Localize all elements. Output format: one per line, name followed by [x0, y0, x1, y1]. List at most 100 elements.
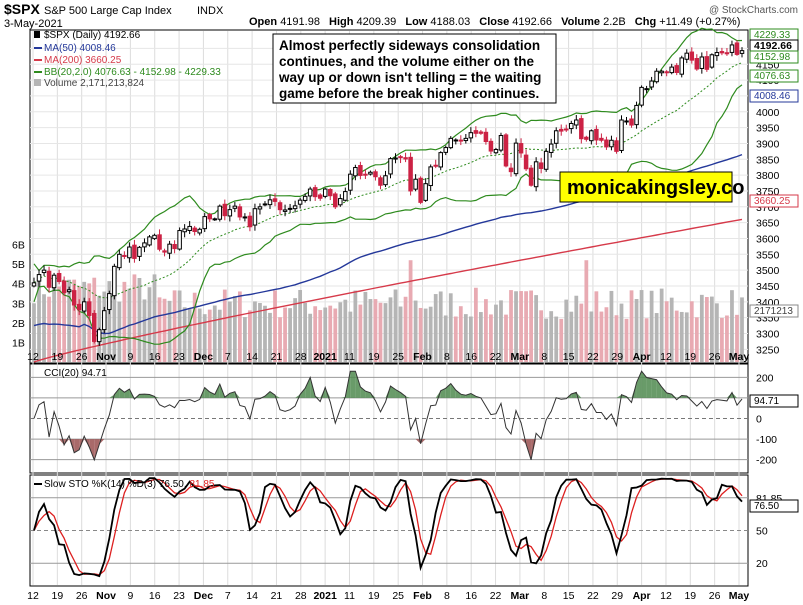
cci-oversold-fill	[415, 439, 421, 444]
candle-body	[202, 216, 207, 230]
volume-tick-label: 4B	[12, 279, 25, 291]
brand-box: monicakingsley.co	[559, 171, 744, 203]
x-tick-label-bottom: 12	[27, 590, 39, 602]
cci-overbought-fill	[671, 394, 677, 398]
legend-cci: CCI(20) 94.71	[44, 368, 107, 379]
candle-body	[453, 139, 459, 142]
candle-body	[523, 154, 529, 170]
candle-body	[137, 246, 142, 257]
volume-bar	[408, 260, 413, 362]
candle-body	[222, 203, 228, 217]
legend-sto: Slow STO %K(14) %D(3) 76.50,	[44, 479, 187, 490]
tag-volume: 2171213	[754, 306, 793, 317]
volume-bar	[549, 311, 554, 362]
candle-body	[639, 86, 644, 106]
candle-body	[102, 310, 107, 331]
candle-body	[684, 52, 690, 60]
volume-bar	[468, 316, 473, 362]
volume-bar	[147, 287, 152, 362]
candle-body	[107, 293, 112, 311]
candle-body	[599, 137, 604, 141]
candle-body	[312, 187, 318, 198]
price-tick-label: 4000	[756, 107, 780, 119]
candle-body	[227, 209, 233, 217]
x-tick-label-price: 21	[271, 351, 283, 363]
volume-bar	[157, 297, 162, 362]
cci-tick-label: 200	[756, 372, 774, 384]
volume-bar	[398, 306, 403, 362]
candle-body	[127, 246, 132, 259]
legend-ma50: MA(50) 4008.46	[44, 43, 116, 54]
volume-bar	[599, 311, 604, 362]
volume-bar	[519, 291, 523, 362]
candle-body	[31, 282, 37, 287]
volume-bar	[243, 317, 247, 362]
volume-bar	[177, 290, 182, 362]
volume-bar	[725, 315, 729, 362]
candle-body	[548, 143, 554, 153]
cci-overbought-fill	[275, 395, 281, 398]
candle-body	[528, 167, 534, 186]
x-tick-label-price: 2021	[313, 351, 337, 363]
volume-bar	[614, 315, 619, 362]
volume-bar	[639, 290, 644, 362]
x-tick-label-bottom: 8	[444, 590, 450, 602]
candle-body	[66, 289, 72, 293]
x-tick-label-price: 25	[392, 351, 404, 363]
volume-bar	[232, 296, 237, 362]
volume-bar	[629, 290, 634, 362]
volume-bar	[674, 310, 679, 362]
volume-bar	[735, 314, 739, 362]
cci-indicator	[30, 370, 748, 462]
volume-bar	[82, 281, 87, 362]
candle-body	[167, 243, 172, 254]
candle-body	[508, 167, 514, 173]
candle-body	[624, 120, 629, 123]
price-tick-label: 3900	[756, 138, 780, 150]
x-tick-label-price: 19	[368, 351, 380, 363]
cci-overbought-fill	[355, 371, 361, 398]
annotation-box: Almost perfectly sideways consolidation …	[272, 33, 557, 104]
candle-body	[262, 203, 268, 206]
x-tick-label-bottom: May	[729, 590, 750, 602]
volume-bar	[383, 303, 388, 362]
candle-body	[252, 208, 258, 226]
volume-bar	[709, 296, 714, 362]
candle-body	[152, 234, 157, 240]
price-tick-label: 3800	[756, 170, 780, 182]
x-tick-label-price: Feb	[413, 351, 432, 363]
candle-body	[473, 130, 479, 134]
cci-overbought-fill	[119, 388, 125, 398]
x-tick-label-price: 12	[27, 351, 39, 363]
cci-overbought-fill	[395, 389, 401, 398]
volume-bar	[479, 312, 483, 362]
volume-bars	[32, 260, 744, 362]
candle-body	[488, 140, 494, 152]
candle-body	[483, 131, 489, 143]
annotation-line-4: game before the break higher continues.	[279, 86, 539, 101]
candle-body	[433, 164, 438, 167]
candle-body	[594, 128, 599, 141]
volume-bar	[453, 316, 458, 362]
volume-bar	[589, 311, 594, 362]
candle-body	[51, 274, 57, 289]
cci-oversold-fill	[89, 439, 95, 460]
candle-body	[358, 164, 363, 176]
candle-body	[46, 270, 52, 288]
candle-body	[333, 193, 338, 208]
volume-bar	[62, 292, 67, 362]
candle-body	[297, 199, 303, 205]
x-tick-label-bottom: Apr	[633, 590, 651, 602]
tag-bb-upper: 4229.33	[754, 30, 791, 41]
cci-overbought-fill	[144, 394, 150, 398]
volume-bar	[253, 301, 257, 362]
volume-bar	[338, 302, 343, 362]
volume-bar	[438, 291, 443, 362]
candle-body	[574, 119, 579, 126]
volume-bar	[318, 310, 323, 362]
x-tick-label-price: 26	[709, 351, 721, 363]
tag-sto-k: 76.50	[754, 501, 779, 512]
volume-bar	[544, 318, 549, 362]
cci-overbought-fill	[656, 379, 662, 398]
